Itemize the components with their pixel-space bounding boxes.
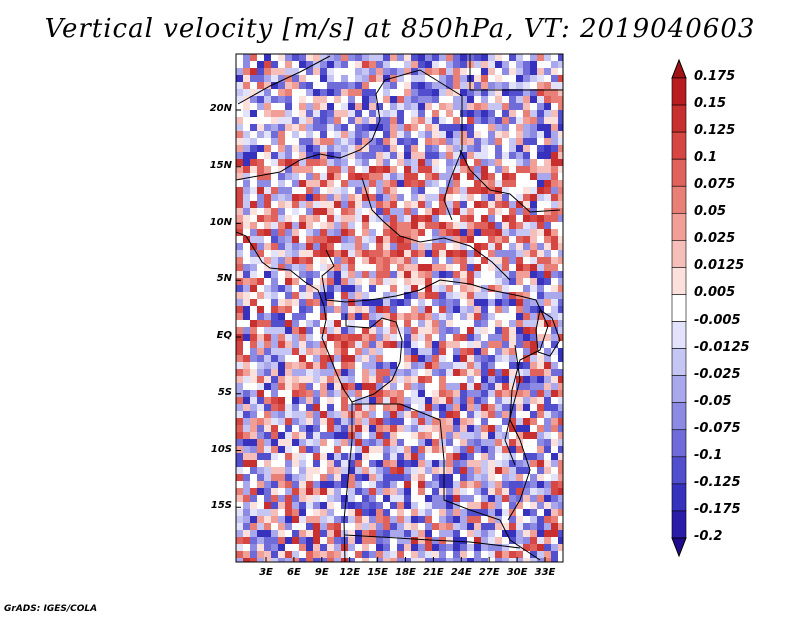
colorbar-label: -0.005	[694, 312, 741, 328]
colorbar-segment	[671, 456, 687, 485]
lat-label: 15N	[209, 159, 232, 171]
lon-label: 24E	[450, 567, 472, 578]
border-car-drc	[419, 279, 537, 301]
lat-label: 10N	[209, 216, 232, 228]
lon-label: 9E	[314, 567, 329, 578]
colorbar-label: -0.2	[694, 529, 723, 544]
colorbar-max-arrow	[671, 58, 687, 79]
colorbar-label: -0.175	[694, 501, 741, 517]
lon-label: 6E	[286, 567, 301, 578]
colorbar-label: 0.075	[694, 177, 736, 193]
colorbar-segment	[671, 158, 687, 187]
colorbar-label: 0.0125	[694, 258, 745, 274]
border-car-north	[361, 177, 511, 281]
colorbar-segment	[671, 483, 687, 512]
lat-label: 15S	[210, 500, 232, 512]
lon-label: 3E	[259, 567, 273, 578]
colorbar-segment	[671, 375, 687, 404]
map-frame	[235, 53, 564, 563]
colorbar-label: -0.075	[694, 420, 741, 436]
colorbar-label: 0.125	[694, 123, 736, 139]
colorbar-segment	[671, 77, 687, 106]
colorbar-label: -0.0125	[694, 339, 750, 355]
lat-label: 20N	[209, 103, 232, 114]
lake-tanganyika	[504, 344, 521, 466]
colorbar-label: -0.025	[694, 366, 741, 382]
colorbar-segment	[671, 267, 687, 295]
border-cameroon-car	[321, 249, 421, 303]
lat-label: 5N	[216, 273, 232, 285]
border-egypt-sudan	[469, 54, 563, 91]
lon-label: 27E	[478, 567, 500, 578]
coastline-west	[236, 231, 319, 291]
colorbar-segment	[671, 212, 687, 241]
colorbar-segment	[671, 294, 687, 322]
colorbar-label: -0.1	[694, 447, 723, 463]
border-angola-zambia	[352, 403, 541, 561]
colorbar-label: 0.005	[694, 285, 736, 301]
border-sudan	[459, 149, 561, 213]
colorbar-label: -0.125	[694, 474, 741, 490]
country-borders	[236, 54, 563, 562]
border-namibia	[344, 534, 521, 549]
colorbar-segment	[671, 348, 687, 376]
lon-label: 15E	[367, 567, 388, 578]
lon-label: 33E	[534, 567, 556, 578]
border-algeria	[237, 55, 331, 105]
colorbar-segment	[671, 240, 687, 268]
lon-label: 30E	[506, 567, 528, 578]
plot-title: Vertical velocity [m/s] at 850hPa, VT: 2…	[44, 14, 756, 44]
colorbar-segment	[671, 510, 687, 539]
axis-ticks	[236, 109, 546, 562]
colorbar-label: 0.025	[694, 231, 736, 247]
colorbar-segment	[671, 321, 687, 349]
lon-label: 18E	[395, 567, 416, 578]
colorbar-label: -0.05	[694, 393, 732, 409]
colorbar-segment	[671, 185, 687, 214]
colorbar-segment	[671, 429, 687, 458]
colorbar-label: 0.05	[694, 204, 727, 220]
grads-credit: GrADS: IGES/COLA	[4, 604, 98, 614]
colorbar-label: 0.175	[694, 69, 736, 84]
colorbar	[671, 58, 687, 558]
colorbar-segment	[671, 402, 687, 431]
colorbar-label: 0.15	[694, 96, 727, 112]
coastline-atlantic	[317, 289, 353, 562]
velocity-field	[236, 54, 563, 562]
lon-label: 21E	[423, 567, 444, 578]
colorbar-label: 0.1	[694, 150, 718, 166]
border-drc-east	[507, 299, 549, 521]
colorbar-segment	[671, 131, 687, 160]
border-chad-niger	[236, 69, 463, 221]
lake-victoria	[535, 309, 561, 357]
lat-label: 5S	[217, 386, 232, 398]
lat-label: 10S	[210, 443, 232, 455]
colorbar-min-arrow	[671, 537, 687, 558]
lon-label: 12E	[339, 567, 361, 578]
colorbar-segment	[671, 104, 687, 133]
lat-label: EQ	[216, 330, 232, 341]
border-congo	[345, 314, 403, 403]
